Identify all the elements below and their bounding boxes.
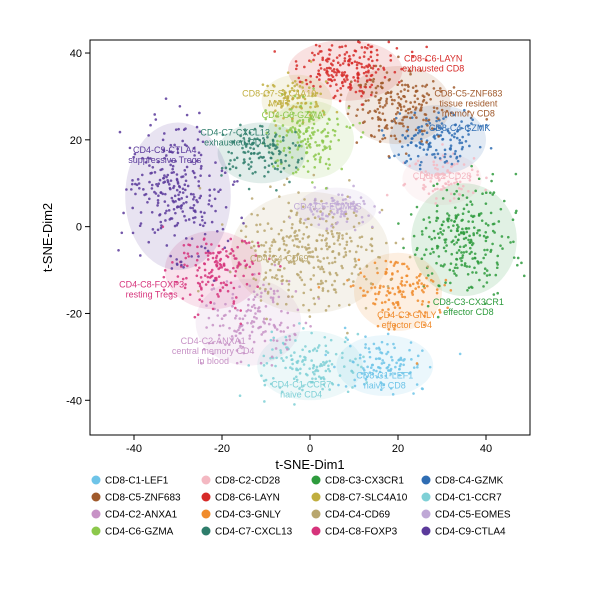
legend-marker [312,476,321,485]
cluster-label: CD4-C8-FOXP3 [119,279,184,289]
cluster-label: in blood [197,356,229,366]
cluster-label: CD4-C9-CTLA4 [133,145,197,155]
cluster-label: CD4-C6-GZMA [262,110,324,120]
cluster-label: memory CD8 [442,108,495,118]
legend-label: CD8-C2-CD28 [215,476,280,487]
cluster-label: CD8-C2-CD28 [413,171,472,181]
cluster-label: CD4-C4-CD69 [250,253,309,263]
legend-label: CD4-C4-CD69 [325,510,390,521]
x-tick-label: 20 [392,443,404,455]
cluster-label: effector CD4 [382,320,432,330]
x-tick-label: -40 [126,443,142,455]
cluster-label: suppressive Tregs [128,155,202,165]
x-axis-label: t-SNE-Dim1 [275,457,344,472]
y-tick-label: 20 [70,135,82,147]
cluster-label: CD8-C6-LAYN [404,54,462,64]
cluster-label: CD8-C3-CX3CR1 [433,297,504,307]
x-tick-label: 0 [307,443,313,455]
legend-label: CD4-C2-ANXA1 [105,510,178,521]
legend-label: CD8-C3-CX3CR1 [325,476,404,487]
cluster-label: CD8-C7-SLC4A10 [242,88,316,98]
legend-label: CD8-C6-LAYN [215,493,280,504]
legend-label: CD8-C5-ZNF683 [105,493,181,504]
legend-marker [422,527,431,536]
legend-label: CD4-C1-CCR7 [435,493,502,504]
legend-marker [202,493,211,502]
legend-marker [422,510,431,519]
legend-marker [422,493,431,502]
cluster-label: CD4-C3-GNLY [377,310,436,320]
cluster-label: central memory CD4 [172,346,255,356]
legend-label: CD4-C6-GZMA [105,527,174,538]
y-tick-label: 40 [70,48,82,60]
y-tick-label: -20 [66,308,82,320]
cluster-label: tissue resident [439,98,498,108]
legend-marker [312,510,321,519]
legend-label: CD4-C8-FOXP3 [325,527,398,538]
legend-marker [312,527,321,536]
legend-marker [202,527,211,536]
legend-label: CD4-C3-GNLY [215,510,281,521]
cluster-label: CD4-C5-EOMES [294,201,362,211]
cluster-label: CD8-C1-LEF1 [356,371,413,381]
cluster-label: MAIT [268,98,290,108]
x-tick-label: -20 [214,443,230,455]
legend-label: CD4-C5-EOMES [435,510,511,521]
legend-marker [202,476,211,485]
cluster-label: resting Tregs [126,289,179,299]
legend-marker [202,510,211,519]
legend-label: CD8-C7-SLC4A10 [325,493,408,504]
legend-label: CD4-C7-CXCL13 [215,527,293,538]
cluster-label: CD4-C2-ANXA1 [181,336,246,346]
legend-marker [422,476,431,485]
tsne-scatter-plot: -40 -20 0 20 40 -40 -20 0 20 40 t-SNE-Dim1 t-SNE-Di… [0,0,600,600]
cluster-label: naive CD8 [364,381,406,391]
cluster-label: CD8-C5-ZNF683 [434,88,502,98]
legend-marker [92,493,101,502]
cluster-label: CD4-C7-CXCL13 [200,127,270,137]
y-tick-label: -40 [66,395,82,407]
legend-label: CD8-C4-GZMK [435,476,504,487]
legend-marker [92,510,101,519]
legend-label: CD4-C9-CTLA4 [435,527,506,538]
cluster-label: naive CD4 [280,389,322,399]
x-tick-label: 40 [480,443,492,455]
cluster-label: CD4-C1-CCR7 [271,379,331,389]
legend-marker [92,476,101,485]
cluster-label: exhausted CD8 [402,64,464,74]
cluster-label: CD8-C4-GZMK [429,123,491,133]
legend-marker [92,527,101,536]
y-tick-label: 0 [76,222,82,234]
legend-marker [312,493,321,502]
cluster-label: exhausted CD4 [204,137,266,147]
cluster-label: effector CD8 [443,307,493,317]
y-axis-label: t-SNE-Dim2 [40,203,55,272]
legend-label: CD8-C1-LEF1 [105,476,169,487]
